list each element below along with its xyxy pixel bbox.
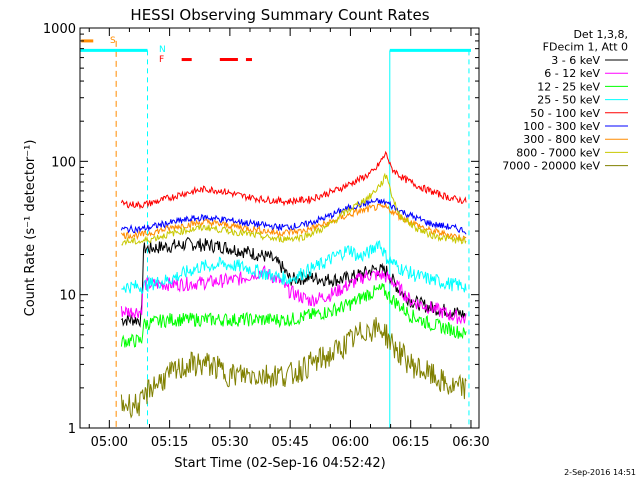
x-tick-label: 05:15 <box>151 435 188 450</box>
legend-label: 12 - 25 keV <box>537 80 600 93</box>
series-line <box>120 317 467 419</box>
legend-label: 25 - 50 keV <box>537 94 600 107</box>
timestamp: 2-Sep-2016 14:51 <box>564 468 636 477</box>
series-lines <box>120 150 467 419</box>
series-line <box>120 264 467 325</box>
series-line <box>120 283 467 348</box>
y-tick-label: 1000 <box>43 22 76 37</box>
y-axis-label: Count Rate (s⁻¹ detector⁻¹) <box>23 140 38 317</box>
legend-label: 100 - 300 keV <box>523 120 600 133</box>
y-tick-label: 10 <box>59 289 76 304</box>
legend-label: 300 - 800 keV <box>523 133 600 146</box>
legend-header: FDecim 1, Att 0 <box>543 41 628 54</box>
series-line <box>121 237 467 328</box>
legend-label: 7000 - 20000 keV <box>502 160 600 173</box>
legend-label: 50 - 100 keV <box>530 107 600 120</box>
legend-label: 6 - 12 keV <box>544 67 600 80</box>
series-line <box>120 150 467 210</box>
x-axis-label: Start Time (02-Sep-16 04:52:42) <box>174 456 385 471</box>
x-tick-label: 05:00 <box>91 435 128 450</box>
series-line <box>121 240 467 295</box>
x-tick-label: 05:45 <box>271 435 308 450</box>
chart-title: HESSI Observing Summary Count Rates <box>130 6 429 24</box>
y-tick-label: 100 <box>51 155 76 170</box>
marker-n-label: N <box>159 45 166 55</box>
marker-f-label: F <box>159 55 164 65</box>
y-tick-label: 1 <box>68 422 76 437</box>
series-line <box>120 197 467 235</box>
series-line <box>121 172 467 246</box>
x-tick-label: 06:00 <box>332 435 369 450</box>
x-tick-label: 05:30 <box>211 435 248 450</box>
legend-label: 3 - 6 keV <box>551 54 600 67</box>
legend-label: 800 - 7000 keV <box>516 146 600 159</box>
plot-frame <box>79 27 480 429</box>
x-tick-label: 06:30 <box>452 435 489 450</box>
orbit-markers <box>80 39 471 428</box>
axes: 05:00 05:15 05:30 05:45 06:00 06:15 06:30 1 10 10… <box>43 22 490 450</box>
marker-s-label: S <box>110 36 116 46</box>
x-tick-label: 06:15 <box>392 435 429 450</box>
legend-header: Det 1,3,8, <box>573 28 628 41</box>
